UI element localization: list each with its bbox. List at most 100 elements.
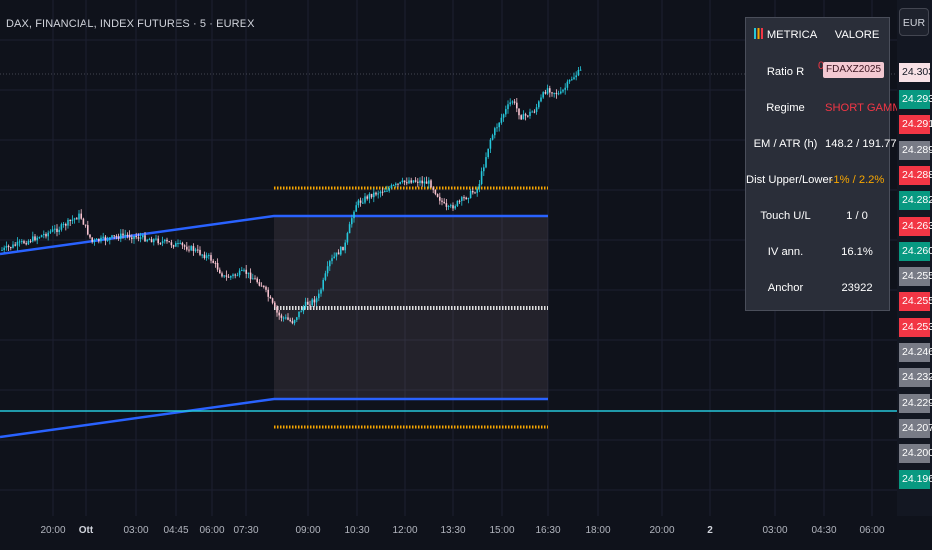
candle-body: [373, 192, 375, 198]
candle-body: [67, 219, 69, 226]
metric-row: Ratio R: [746, 55, 889, 88]
upper-band-line: [0, 214, 548, 256]
candle-body: [522, 114, 525, 120]
candle-body: [236, 275, 239, 277]
candle-body: [469, 191, 472, 199]
candle-body: [329, 261, 331, 267]
candle-body: [320, 289, 322, 294]
metric-value: 16.1%: [841, 245, 873, 258]
time-tick-label: 04:30: [811, 525, 837, 536]
candle-body: [190, 246, 192, 251]
candle-body: [335, 252, 338, 257]
candle-body: [247, 272, 250, 274]
candle-body: [487, 148, 489, 157]
candle-body: [258, 282, 261, 286]
candle-body: [573, 77, 575, 80]
metric-value: -1% / 2.2%: [829, 173, 885, 186]
candle-body: [513, 101, 516, 103]
candle-body: [274, 302, 276, 307]
candle-body: [577, 70, 580, 76]
candle-body: [219, 269, 221, 274]
price-label: 24.200: [899, 444, 932, 464]
candle-body: [379, 191, 382, 194]
bar-chart-icon: [753, 28, 763, 39]
candle-body: [181, 242, 184, 246]
price-label: 24.255: [899, 292, 932, 312]
candle-body: [467, 198, 470, 200]
candle-body: [395, 183, 397, 185]
candle-body: [18, 241, 21, 243]
candle-body: [342, 246, 344, 251]
candle-body: [225, 275, 228, 277]
chart-canvas[interactable]: [0, 0, 897, 516]
candle-body: [205, 255, 208, 258]
candle-body: [238, 270, 241, 276]
candle-body: [355, 205, 357, 212]
candle-body: [551, 92, 553, 94]
time-tick-label: 03:00: [123, 525, 149, 536]
candle-body: [124, 234, 126, 236]
candle-body: [362, 202, 364, 204]
time-tick-label: 06:00: [199, 525, 225, 536]
candle-body: [287, 317, 289, 320]
time-tick-label: 07:30: [233, 525, 259, 536]
candle-body: [463, 197, 465, 199]
price-label: 24.229: [899, 393, 932, 413]
candle-body: [234, 274, 236, 276]
candle-body: [82, 218, 85, 225]
candle-body: [483, 167, 485, 172]
candle-body: [170, 242, 173, 246]
metric-value: 1 / 0: [846, 209, 868, 222]
currency-button[interactable]: EUR: [899, 8, 929, 36]
metric-value: SHORT GAMMA: [825, 101, 910, 114]
candle-body: [348, 224, 351, 234]
time-tick-label: 15:00: [489, 525, 515, 536]
candle-body: [560, 91, 562, 94]
metrics-header-label: METRICA: [766, 29, 818, 41]
candle-body: [434, 189, 437, 195]
metric-value: 148.2 / 191.77: [825, 137, 897, 150]
time-tick-label: 04:45: [163, 525, 189, 536]
candle-body: [265, 286, 267, 290]
candle-body: [280, 315, 283, 318]
time-tick-label: 09:00: [295, 525, 321, 536]
candle-body: [245, 269, 247, 274]
candle-body: [496, 127, 498, 129]
candle-body: [32, 236, 34, 242]
candle-body: [557, 93, 560, 95]
candle-body: [500, 117, 503, 123]
candle-body: [269, 296, 272, 299]
candle-body: [192, 246, 195, 251]
time-tick-label: 10:30: [344, 525, 370, 536]
time-tick-label: Ott: [78, 525, 94, 536]
candle-body: [106, 240, 109, 241]
candle-body: [166, 239, 168, 242]
candle-body: [155, 238, 157, 240]
candle-body: [326, 266, 329, 274]
candle-body: [29, 240, 32, 242]
candle-body: [425, 181, 428, 184]
candle-body: [531, 111, 533, 113]
price-label: 24.291: [899, 115, 932, 135]
price-label: 24.196: [899, 469, 932, 489]
candle-body: [80, 213, 82, 219]
price-label: 24.232: [899, 368, 932, 388]
candle-body: [71, 219, 74, 221]
candle-body: [10, 247, 12, 249]
candle-body: [214, 262, 217, 264]
candle-body: [428, 180, 430, 184]
candle-body: [14, 244, 16, 246]
price-axis[interactable]: 24.303 24.293 24.291 24.289 24.288 24.282 24.2…: [897, 0, 932, 516]
candle-body: [51, 229, 54, 232]
candle-body: [153, 239, 155, 243]
candle-body: [491, 135, 494, 140]
candle-body: [188, 249, 190, 251]
candle-body: [194, 249, 197, 252]
candle-body: [208, 255, 210, 257]
candle-body: [452, 205, 454, 209]
time-axis[interactable]: 20:00 Ott 03:00 04:45 06:00 07:30 09:00 10:30 12…: [0, 516, 897, 550]
candle-body: [322, 279, 324, 290]
candle-body: [476, 188, 478, 193]
candle-body: [291, 321, 294, 324]
